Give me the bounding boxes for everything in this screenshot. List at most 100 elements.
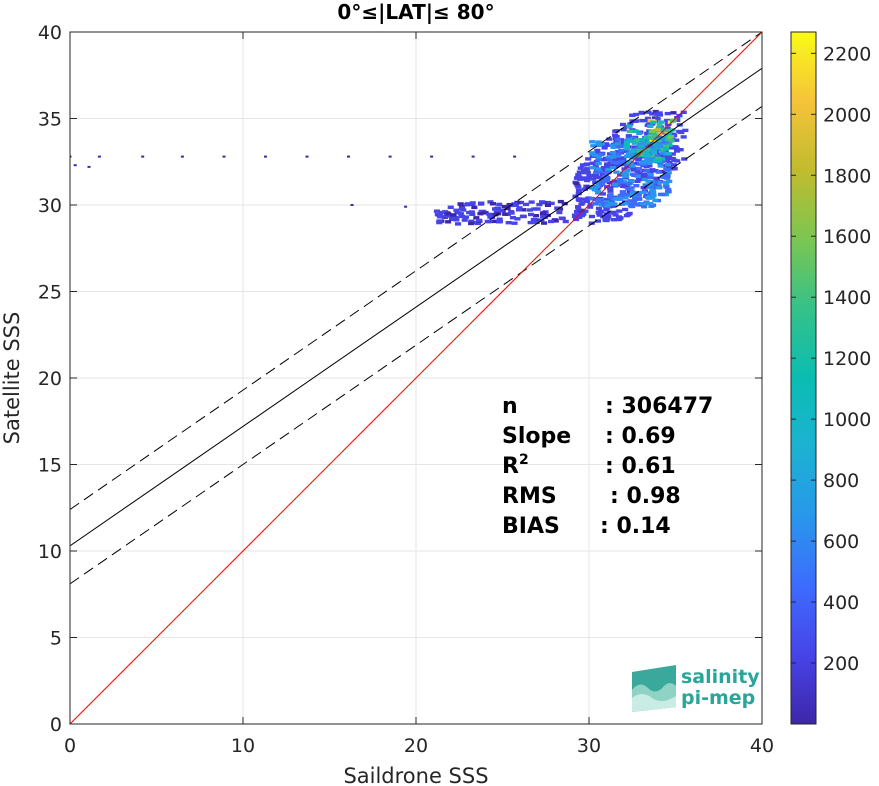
density-cell [623, 143, 630, 147]
density-cell [635, 157, 642, 161]
density-cell [455, 222, 462, 226]
density-cell [630, 166, 637, 170]
colorbar-ticks: 200 400 600 800 1000 1200 1400 1600 1800 2000 2200 [791, 43, 871, 675]
density-cell [632, 129, 639, 133]
density-cell [647, 175, 654, 179]
sparse-point [305, 155, 309, 158]
density-cell [433, 209, 440, 213]
density-cell [612, 213, 619, 217]
colorbar-tick-label: 2000 [823, 104, 871, 126]
sparse-point [73, 164, 77, 167]
density-cell [445, 212, 452, 216]
density-cell [646, 138, 653, 142]
density-cell [616, 197, 623, 201]
colorbar [790, 31, 817, 725]
x-tick-label: 30 [577, 735, 601, 757]
density-cell [595, 141, 602, 146]
density-cell [606, 211, 613, 215]
x-tick-label: 20 [404, 735, 428, 757]
density-cell [623, 172, 630, 176]
density-cell [611, 182, 618, 187]
density-cell [604, 204, 611, 208]
density-cell [591, 188, 598, 192]
density-cell [619, 144, 626, 149]
density-cell [648, 179, 655, 183]
density-cell [614, 150, 621, 154]
density-cell [584, 199, 591, 203]
density-cell [453, 208, 460, 212]
density-cell [613, 161, 620, 165]
density-cell [484, 219, 491, 224]
density-cell [436, 215, 443, 219]
density-cell [644, 195, 651, 199]
density-cell [599, 172, 606, 177]
sparse-point [404, 205, 408, 208]
density-cell [613, 140, 620, 144]
density-cell [631, 200, 638, 205]
density-cell [519, 214, 526, 218]
density-cell [633, 202, 640, 206]
density-cell [607, 193, 614, 197]
density-cell [613, 158, 620, 162]
salinity-pi-mep-logo: salinity pi-mep [632, 665, 760, 712]
density-cell [618, 159, 625, 164]
y-tick-label: 0 [50, 714, 62, 736]
density-cell [648, 143, 655, 147]
density-cell [605, 165, 612, 170]
density-cell [574, 210, 581, 214]
density-cell [436, 219, 443, 223]
density-cell [575, 188, 582, 193]
density-cell [594, 184, 601, 189]
density-cell [603, 175, 610, 179]
sparse-point [87, 165, 91, 168]
density-cell [640, 190, 647, 194]
colorbar-tick-label: 1600 [823, 226, 871, 248]
density-cell [487, 200, 494, 204]
density-cell [591, 153, 598, 157]
density-cell [629, 149, 636, 154]
density-cell [622, 196, 629, 200]
density-cell [584, 178, 591, 183]
y-tick-label: 40 [38, 22, 62, 44]
density-cell [501, 204, 508, 209]
density-cell [662, 180, 669, 184]
identity-line [70, 32, 762, 724]
density-cell [598, 179, 605, 183]
density-cell [594, 148, 601, 153]
density-cell [626, 124, 633, 128]
density-cell [652, 169, 659, 173]
density-cell [603, 179, 610, 183]
density-cell [577, 166, 584, 170]
density-cell [647, 118, 654, 123]
density-cell [647, 171, 654, 175]
density-cell [656, 123, 663, 127]
density-cell [602, 218, 609, 222]
density-cell [614, 142, 621, 146]
y-axis-label: Satellite SSS [0, 312, 24, 445]
density-cell [646, 140, 653, 144]
density-cell [604, 162, 611, 166]
density-cell [450, 213, 457, 217]
density-cell [511, 202, 518, 206]
density-cell [664, 118, 671, 123]
density-cell [603, 213, 610, 217]
density-cell [613, 170, 620, 174]
density-cell [600, 202, 607, 206]
density-cell [585, 185, 592, 189]
density-cell [640, 141, 647, 146]
density-cell [657, 164, 664, 168]
fit-lower-line [70, 105, 762, 585]
density-cell [615, 152, 622, 156]
density-cell [643, 169, 650, 173]
density-cell [658, 120, 665, 124]
density-cell [655, 145, 662, 149]
y-tick-label: 10 [38, 541, 62, 563]
density-cell [644, 156, 651, 160]
density-cell [625, 134, 632, 138]
density-cell [629, 172, 636, 176]
density-cell [526, 208, 533, 212]
density-cell [496, 202, 503, 207]
density-cell [673, 146, 680, 150]
density-cell [508, 211, 515, 215]
density-cell [610, 158, 617, 162]
